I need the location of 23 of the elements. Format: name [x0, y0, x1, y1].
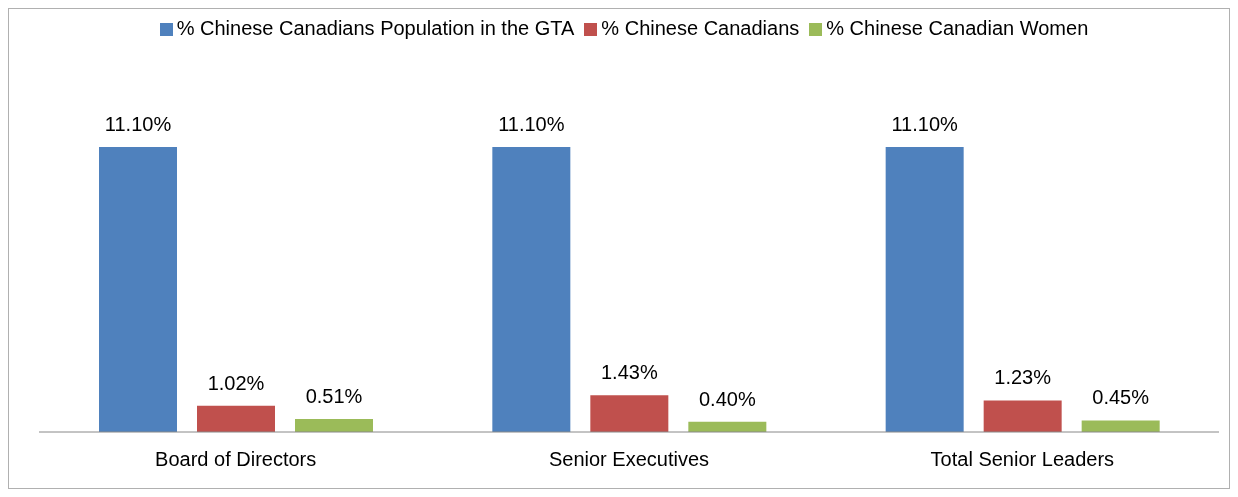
bar: [885, 147, 964, 432]
data-label: 11.10%: [498, 113, 565, 135]
data-label: 11.10%: [104, 113, 172, 135]
bar: [295, 418, 373, 432]
bar: [99, 147, 177, 432]
bar: [590, 395, 669, 432]
bar: [983, 400, 1062, 432]
data-label: 1.02%: [207, 371, 265, 394]
data-label: 11.10%: [891, 113, 959, 135]
data-label: 1.23%: [994, 366, 1052, 389]
data-label: 0.40%: [698, 387, 756, 410]
data-label: 0.45%: [1092, 386, 1150, 409]
legend-label: % Chinese Canadians Population in the GTA: [176, 17, 575, 39]
x-tick-label: Board of Directors: [155, 448, 317, 471]
legend-label: % Chinese Canadian Women: [826, 17, 1089, 39]
bar: [197, 405, 275, 432]
x-tick-label: Total Senior Leaders: [930, 448, 1115, 471]
bar: [492, 147, 571, 432]
x-tick-label: Senior Executives: [548, 448, 710, 471]
data-label: 0.51%: [305, 384, 363, 407]
data-label: 1.43%: [600, 361, 658, 384]
legend-label: % Chinese Canadians: [601, 17, 800, 39]
bar: [1081, 420, 1160, 432]
